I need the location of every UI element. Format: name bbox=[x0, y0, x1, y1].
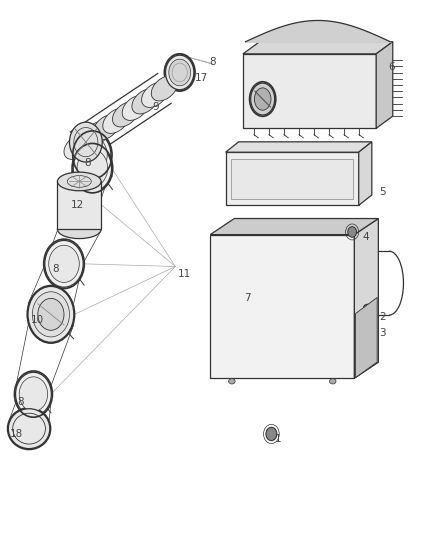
Text: 17: 17 bbox=[195, 73, 208, 83]
Polygon shape bbox=[210, 362, 378, 378]
Text: 3: 3 bbox=[379, 328, 386, 338]
Ellipse shape bbox=[122, 95, 148, 120]
Ellipse shape bbox=[38, 298, 64, 330]
Bar bbox=[57, 181, 101, 229]
Ellipse shape bbox=[254, 88, 271, 110]
Ellipse shape bbox=[19, 377, 48, 411]
Ellipse shape bbox=[329, 378, 336, 384]
Ellipse shape bbox=[8, 409, 50, 449]
Text: 8: 8 bbox=[85, 158, 92, 168]
Ellipse shape bbox=[132, 89, 158, 114]
Ellipse shape bbox=[15, 372, 51, 416]
Ellipse shape bbox=[49, 245, 79, 282]
Polygon shape bbox=[210, 219, 378, 235]
Text: 12: 12 bbox=[71, 200, 84, 211]
Ellipse shape bbox=[348, 227, 357, 237]
Text: 8: 8 bbox=[52, 264, 59, 274]
Ellipse shape bbox=[45, 240, 83, 287]
Ellipse shape bbox=[74, 132, 111, 177]
Ellipse shape bbox=[83, 122, 110, 147]
Ellipse shape bbox=[151, 76, 177, 101]
Ellipse shape bbox=[364, 304, 371, 311]
Text: 11: 11 bbox=[177, 270, 191, 279]
Ellipse shape bbox=[64, 134, 90, 159]
Polygon shape bbox=[210, 235, 354, 378]
Text: 18: 18 bbox=[9, 429, 23, 439]
Ellipse shape bbox=[28, 286, 74, 342]
Ellipse shape bbox=[32, 292, 70, 337]
Ellipse shape bbox=[169, 59, 191, 86]
Ellipse shape bbox=[113, 102, 139, 127]
Ellipse shape bbox=[141, 83, 168, 108]
Text: 10: 10 bbox=[31, 314, 44, 325]
Ellipse shape bbox=[166, 55, 194, 90]
Polygon shape bbox=[376, 42, 393, 128]
Bar bbox=[231, 159, 353, 199]
Text: 5: 5 bbox=[379, 187, 386, 197]
Text: 9: 9 bbox=[152, 102, 159, 112]
Text: 2: 2 bbox=[379, 312, 386, 322]
Ellipse shape bbox=[78, 137, 107, 173]
Text: 8: 8 bbox=[209, 57, 216, 67]
Polygon shape bbox=[226, 142, 372, 152]
Ellipse shape bbox=[103, 108, 129, 133]
Ellipse shape bbox=[93, 115, 119, 140]
Ellipse shape bbox=[57, 172, 101, 191]
Bar bbox=[243, 54, 376, 128]
Text: 1: 1 bbox=[275, 434, 281, 445]
Ellipse shape bbox=[266, 427, 277, 441]
Ellipse shape bbox=[251, 83, 275, 115]
Polygon shape bbox=[359, 142, 372, 205]
Ellipse shape bbox=[73, 145, 112, 191]
Polygon shape bbox=[354, 219, 378, 378]
Text: 6: 6 bbox=[388, 62, 395, 72]
Polygon shape bbox=[243, 42, 393, 54]
Text: 7: 7 bbox=[244, 293, 251, 303]
Ellipse shape bbox=[70, 122, 102, 162]
Bar bbox=[226, 152, 359, 205]
Polygon shape bbox=[356, 297, 377, 377]
Ellipse shape bbox=[57, 220, 101, 239]
Ellipse shape bbox=[229, 378, 235, 384]
Text: 8: 8 bbox=[17, 397, 24, 407]
Ellipse shape bbox=[77, 150, 108, 187]
Text: 4: 4 bbox=[362, 232, 369, 243]
Ellipse shape bbox=[74, 128, 100, 153]
